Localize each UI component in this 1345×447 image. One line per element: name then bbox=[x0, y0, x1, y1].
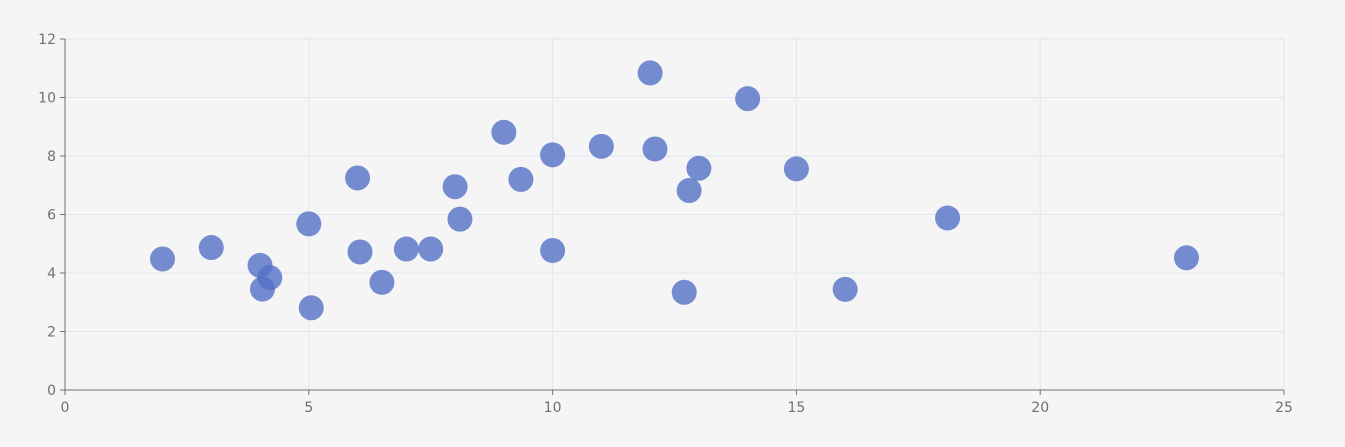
x-tick-label: 25 bbox=[1275, 400, 1293, 416]
scatter-point bbox=[540, 237, 566, 263]
x-tick-label: 0 bbox=[61, 400, 70, 416]
scatter-point bbox=[676, 178, 702, 204]
scatter-point bbox=[418, 236, 444, 262]
scatter-point bbox=[832, 276, 858, 302]
scatter-point bbox=[296, 211, 322, 237]
y-tick-label: 8 bbox=[47, 149, 56, 165]
scatter-point bbox=[369, 269, 395, 295]
scatter-point bbox=[686, 155, 712, 181]
scatter-point bbox=[783, 156, 809, 182]
x-tick-label: 5 bbox=[304, 400, 313, 416]
x-tick-label: 20 bbox=[1031, 400, 1049, 416]
scatter-point bbox=[735, 86, 761, 112]
scatter-point bbox=[347, 239, 373, 265]
scatter-point bbox=[491, 119, 517, 145]
y-tick-label: 10 bbox=[38, 91, 56, 107]
scatter-point bbox=[298, 295, 324, 321]
axes bbox=[60, 38, 1285, 395]
scatter-point bbox=[257, 265, 283, 291]
tick-labels: 0 5 10 15 20 25 0 2 4 6 8 10 12 bbox=[38, 32, 1293, 416]
data-points bbox=[150, 60, 1199, 321]
scatter-point bbox=[508, 166, 534, 192]
y-tick-label: 2 bbox=[47, 325, 56, 341]
y-tick-label: 4 bbox=[47, 266, 56, 282]
scatter-point bbox=[642, 136, 668, 162]
scatter-point bbox=[935, 205, 961, 231]
scatter-point bbox=[671, 279, 697, 305]
scatter-point bbox=[442, 174, 468, 200]
grid-lines bbox=[65, 38, 1285, 390]
x-tick-label: 10 bbox=[544, 400, 562, 416]
y-tick-label: 12 bbox=[38, 32, 56, 48]
x-tick-label: 15 bbox=[787, 400, 805, 416]
scatter-point bbox=[540, 142, 566, 168]
scatter-point bbox=[150, 246, 176, 272]
scatter-point bbox=[345, 165, 371, 191]
scatter-point bbox=[447, 206, 473, 232]
scatter-point bbox=[393, 236, 419, 262]
scatter-point bbox=[1173, 245, 1199, 271]
y-tick-label: 0 bbox=[47, 383, 56, 399]
y-tick-label: 6 bbox=[47, 208, 56, 224]
scatter-point bbox=[588, 133, 614, 159]
scatter-point bbox=[198, 235, 224, 261]
scatter-point bbox=[637, 60, 663, 86]
